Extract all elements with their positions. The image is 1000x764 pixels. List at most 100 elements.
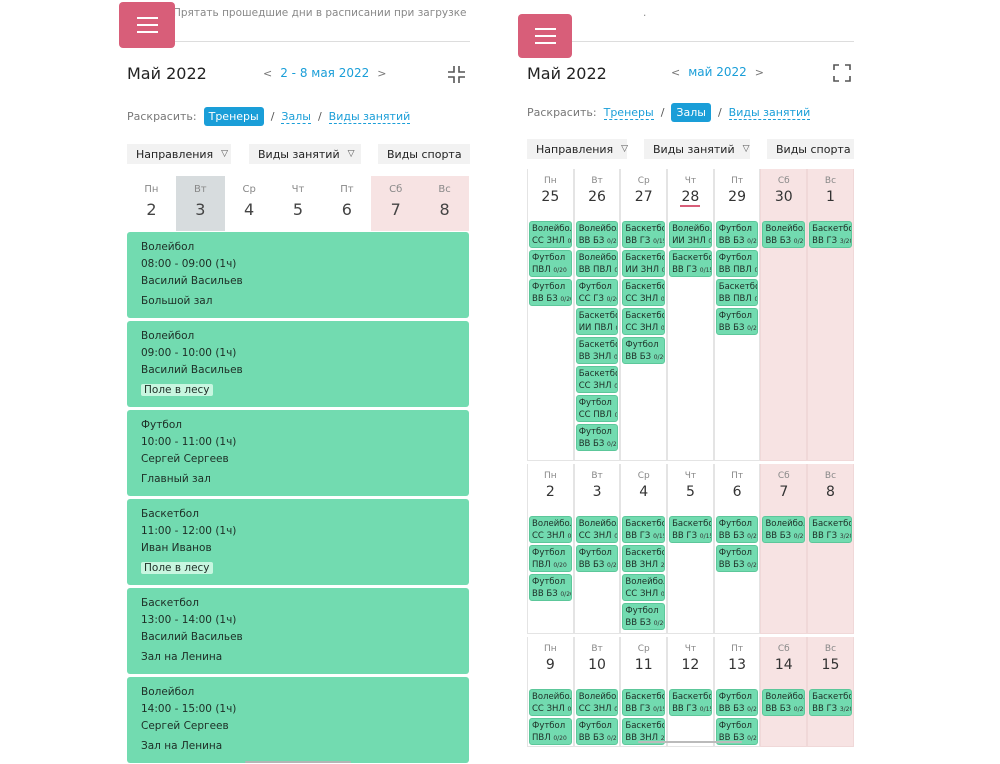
chevron-right-icon[interactable]: > xyxy=(754,66,764,79)
calendar-event[interactable]: Футбол ВВ БЗ 0/20 xyxy=(575,718,619,745)
sports-filter[interactable]: Виды спорта xyxy=(767,139,854,159)
day-column[interactable]: Пт 6 Футбол ВВ БЗ 0/20 Футбол ВВ БЗ 0/20 xyxy=(713,464,761,634)
day-column-weekend[interactable]: Сб 14 Волейбол ВВ БЗ 0/20 xyxy=(760,637,808,747)
calendar-event[interactable]: Волейбол СС ЗНЛ 0/ xyxy=(622,574,666,601)
directions-filter[interactable]: Направления ▽ xyxy=(127,144,231,164)
day-cell[interactable]: Чт 5 xyxy=(274,176,323,231)
exit-fullscreen-icon[interactable] xyxy=(447,65,466,84)
day-column[interactable]: Ср 27 Баскетбол ВВ ГЗ 0/15 Баскетбол ИИ ЗНЛ 0… xyxy=(620,169,668,461)
day-cell[interactable]: Пт 6 xyxy=(322,176,371,231)
calendar-event[interactable]: Баскетбол СС ЗНЛ 0/ xyxy=(622,308,666,335)
calendar-event[interactable]: Волейбол ВВ БЗ 0/20 xyxy=(762,221,806,248)
day-column[interactable]: Ср 4 Баскетбол ВВ ГЗ 0/15 Баскетбол ВВ ЗНЛ 2/… xyxy=(620,464,668,634)
day-column-weekend[interactable]: Сб 30 Волейбол ВВ БЗ 0/20 xyxy=(760,169,808,461)
calendar-event[interactable]: Футбол ПВЛ 0/20 xyxy=(529,718,572,745)
session-card[interactable]: Футбол 10:00 - 11:00 (1ч) Сергей Сергеев Гл… xyxy=(127,410,469,496)
calendar-event[interactable]: Баскетбол ИИ ПВЛ 0/ xyxy=(575,308,619,335)
calendar-event[interactable]: Баскетбол ВВ ГЗ 0/15 xyxy=(622,221,666,248)
day-column[interactable]: Пт 13 Футбол ВВ БЗ 0/20 Футбол ВВ БЗ 0/20 xyxy=(713,637,761,747)
day-column-weekend[interactable]: Вс 1 Баскетбол ВВ ГЗ 3/20 xyxy=(807,169,854,461)
day-cell-weekend[interactable]: Вс 8 xyxy=(420,176,470,231)
calendar-event[interactable]: Волейбол ВВ БЗ 0/20 xyxy=(575,221,619,248)
colorize-option-halls[interactable]: Залы xyxy=(671,103,711,122)
day-column[interactable]: Ср 11 Баскетбол ВВ ГЗ 0/15 Баскетбол ВВ ЗНЛ 2… xyxy=(620,637,668,747)
day-column-weekend[interactable]: Вс 8 Баскетбол ВВ ГЗ 3/20 xyxy=(807,464,854,634)
chevron-left-icon[interactable]: < xyxy=(263,67,273,80)
calendar-event[interactable]: Футбол ВВ БЗ 0/20 xyxy=(715,545,759,572)
session-card[interactable]: Волейбол 09:00 - 10:00 (1ч) Василий Василь… xyxy=(127,321,469,407)
month-nav-label[interactable]: май 2022 xyxy=(688,65,747,79)
calendar-event[interactable]: Футбол ВВ БЗ 0/20 xyxy=(715,308,759,335)
calendar-event[interactable]: Футбол СС ГЗ 0/20 xyxy=(575,279,619,306)
calendar-event[interactable]: Футбол ВВ БЗ 0/20 xyxy=(622,337,666,364)
week-range[interactable]: 2 - 8 мая 2022 xyxy=(280,66,370,80)
calendar-event[interactable]: Футбол ВВ БЗ 0/20 xyxy=(715,718,759,745)
calendar-event[interactable]: Баскетбол ВВ ЗНЛ 0/ xyxy=(575,337,619,364)
menu-button[interactable] xyxy=(119,2,175,48)
calendar-event[interactable]: Волейбол ВВ БЗ 0/20 xyxy=(762,516,806,543)
calendar-event[interactable]: Футбол ВВ БЗ 0/20 xyxy=(715,689,759,716)
session-card[interactable]: Волейбол 14:00 - 15:00 (1ч) Сергей Сергеев… xyxy=(127,677,469,763)
day-cell[interactable]: Ср 4 xyxy=(225,176,274,231)
calendar-event[interactable]: Баскетбол ВВ ГЗ 3/20 xyxy=(809,221,852,248)
calendar-event[interactable]: Волейбол СС ЗНЛ 0/ xyxy=(575,689,619,716)
calendar-event[interactable]: Баскетбол ВВ ГЗ 0/15 xyxy=(669,250,712,277)
calendar-event[interactable]: Футбол ВВ БЗ 0/20 xyxy=(715,516,759,543)
chevron-left-icon[interactable]: < xyxy=(671,66,681,79)
day-cell-selected[interactable]: Вт 3 xyxy=(175,176,225,231)
chevron-right-icon[interactable]: > xyxy=(377,67,387,80)
calendar-event[interactable]: Баскетбол ВВ ГЗ 0/15 xyxy=(622,689,666,716)
calendar-event[interactable]: Волейбол СС ЗНЛ 0/ xyxy=(575,516,619,543)
directions-filter[interactable]: Направления ▽ xyxy=(527,139,628,159)
calendar-event[interactable]: Баскетбол СС ЗНЛ 0/ xyxy=(575,366,619,393)
day-column[interactable]: Вт 3 Волейбол СС ЗНЛ 0/Футбол ВВ БЗ 0/20 xyxy=(573,464,621,634)
fullscreen-icon[interactable] xyxy=(833,64,851,82)
calendar-event[interactable]: Баскетбол ВВ ГЗ 0/15 xyxy=(622,516,666,543)
calendar-event[interactable]: Футбол ВВ БЗ 0/20 xyxy=(575,424,619,451)
calendar-event[interactable]: Волейбол СС ЗНЛ 0/ xyxy=(529,221,572,248)
menu-button[interactable] xyxy=(518,14,572,58)
day-column[interactable]: Пн 9 Волейбол СС ЗНЛ 0/Футбол ПВЛ 0/20 xyxy=(527,637,574,747)
class-types-filter[interactable]: Виды занятий ▽ xyxy=(249,144,361,164)
calendar-event[interactable]: Футбол ПВЛ 0/20 xyxy=(529,250,572,277)
colorize-option-trainers[interactable]: Тренеры xyxy=(603,105,654,120)
day-column[interactable]: Чт 28 Волейбол ИИ ЗНЛ 0/Баскетбол ВВ ГЗ 0/15 xyxy=(667,169,714,461)
calendar-event[interactable]: Волейбол СС ЗНЛ 0/ xyxy=(529,689,572,716)
sports-filter[interactable]: Виды спорта xyxy=(378,144,470,164)
day-column-weekend[interactable]: Сб 7 Волейбол ВВ БЗ 0/20 xyxy=(760,464,808,634)
calendar-event[interactable]: Футбол ВВ БЗ 0/20 xyxy=(622,603,666,630)
colorize-option-halls[interactable]: Залы xyxy=(281,109,311,124)
calendar-event[interactable]: Баскетбол ВВ ЗНЛ 2/ xyxy=(622,718,666,745)
colorize-option-class-types[interactable]: Виды занятий xyxy=(328,109,411,124)
session-card[interactable]: Баскетбол 11:00 - 12:00 (1ч) Иван Иванов По… xyxy=(127,499,469,585)
calendar-event[interactable]: Футбол ВВ БЗ 0/20 xyxy=(529,279,572,306)
calendar-event[interactable]: Баскетбол ВВ ЗНЛ 2/ xyxy=(622,545,666,572)
class-types-filter[interactable]: Виды занятий ▽ xyxy=(644,139,750,159)
calendar-event[interactable]: Баскетбол ИИ ЗНЛ 0/ xyxy=(622,250,666,277)
calendar-event[interactable]: Футбол СС ПВЛ 0/ xyxy=(575,395,619,422)
calendar-event[interactable]: Баскетбол СС ЗНЛ 0/ xyxy=(622,279,666,306)
calendar-event[interactable]: Волейбол ВВ БЗ 0/20 xyxy=(762,689,806,716)
colorize-option-trainers[interactable]: Тренеры xyxy=(203,107,264,126)
day-column[interactable]: Чт 12 Баскетбол ВВ ГЗ 0/15 xyxy=(667,637,714,747)
day-column[interactable]: Вт 10 Волейбол СС ЗНЛ 0/Футбол ВВ БЗ 0/20 xyxy=(573,637,621,747)
calendar-event[interactable]: Футбол ПВЛ 0/20 xyxy=(529,545,572,572)
calendar-event[interactable]: Баскетбол ВВ ГЗ 0/15 xyxy=(669,689,712,716)
session-card[interactable]: Баскетбол 13:00 - 14:00 (1ч) Василий Васил… xyxy=(127,588,469,674)
colorize-option-class-types[interactable]: Виды занятий xyxy=(728,105,811,120)
calendar-event[interactable]: Волейбол СС ЗНЛ 0/ xyxy=(529,516,572,543)
calendar-event[interactable]: Баскетбол ВВ ГЗ 0/15 xyxy=(669,516,712,543)
calendar-event[interactable]: Волейбол ВВ ПВЛ 0/ xyxy=(575,250,619,277)
hide-past-days-option[interactable]: Прятать прошедшие дни в расписании при з… xyxy=(173,7,467,19)
session-card[interactable]: Волейбол 08:00 - 09:00 (1ч) Василий Василь… xyxy=(127,232,469,318)
calendar-event[interactable]: Баскетбол ВВ ПВЛ 0/ xyxy=(715,279,759,306)
day-cell[interactable]: Пн 2 xyxy=(127,176,176,231)
calendar-event[interactable]: Баскетбол ВВ ГЗ 3/20 xyxy=(809,516,852,543)
calendar-event[interactable]: Волейбол ИИ ЗНЛ 0/ xyxy=(669,221,712,248)
day-column-weekend[interactable]: Вс 15 Баскетбол ВВ ГЗ 3/20 xyxy=(807,637,854,747)
calendar-event[interactable]: Футбол ВВ БЗ 0/20 xyxy=(529,574,572,601)
calendar-event[interactable]: Футбол ВВ ПВЛ 0/ xyxy=(715,250,759,277)
day-column[interactable]: Пт 29 Футбол ВВ БЗ 0/20 Футбол ВВ ПВЛ 0/Баске… xyxy=(713,169,761,461)
